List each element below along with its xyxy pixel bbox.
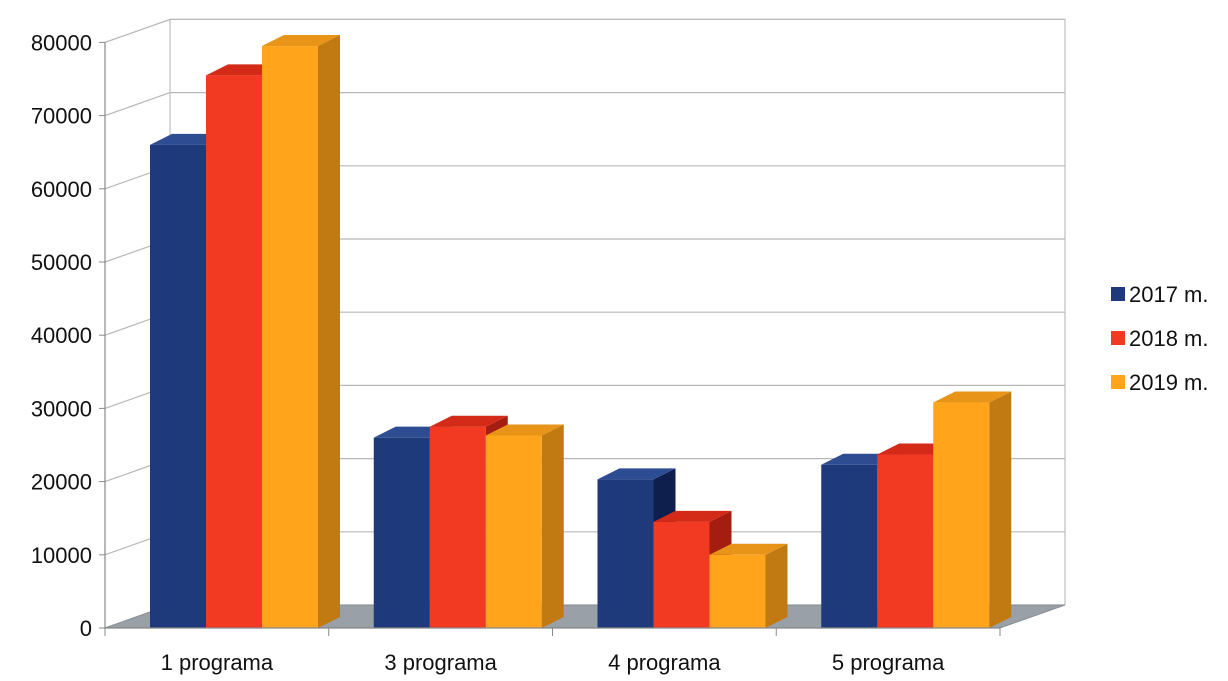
x-tick-label: 1 programa <box>161 650 274 675</box>
bar <box>709 554 766 628</box>
chart-bars <box>150 35 1012 629</box>
bar-side <box>765 543 788 628</box>
legend-swatch <box>1111 375 1125 389</box>
bar <box>262 46 318 629</box>
bar <box>429 426 486 628</box>
y-tick-label: 60000 <box>31 177 92 202</box>
bar-group <box>597 468 788 628</box>
bar <box>206 75 262 629</box>
bar-top <box>933 391 1012 403</box>
gridline-side <box>104 92 171 117</box>
bar-top <box>597 468 676 480</box>
bar-top <box>262 35 340 47</box>
y-tick-label: 80000 <box>31 30 92 55</box>
y-tick-label: 0 <box>80 616 92 641</box>
bar <box>150 144 206 628</box>
legend-swatch <box>1111 331 1125 345</box>
bar <box>933 402 990 628</box>
legend-label: 2019 m. <box>1129 370 1209 395</box>
bar-group <box>373 415 564 628</box>
y-tick-label: 50000 <box>31 250 92 275</box>
bar-top <box>653 510 732 522</box>
bar-group <box>821 391 1012 628</box>
bar-side <box>989 391 1012 628</box>
bar <box>597 479 654 628</box>
bar <box>373 437 430 628</box>
bar-top <box>429 415 508 427</box>
bar-side <box>541 424 564 628</box>
chart-axes: 0 10000 20000 30000 40000 50000 60000 70000 8000… <box>31 30 1001 675</box>
y-tick-label: 30000 <box>31 396 92 421</box>
y-tick-label: 70000 <box>31 104 92 129</box>
legend-label: 2018 m. <box>1129 326 1209 351</box>
x-tick-label: 5 programa <box>832 650 945 675</box>
bar-top <box>709 543 788 555</box>
gridline-side <box>104 18 171 43</box>
bar-top <box>485 424 564 436</box>
bar-side <box>318 35 340 629</box>
y-tick-label: 20000 <box>31 470 92 495</box>
bar <box>485 435 542 628</box>
bar <box>821 464 878 628</box>
bar <box>653 521 710 628</box>
x-tick-label: 4 programa <box>608 650 721 675</box>
bar-group <box>150 35 340 629</box>
chart-legend: 2017 m. 2018 m. 2019 m. <box>1111 282 1209 395</box>
legend-swatch <box>1111 287 1125 301</box>
x-tick-label: 3 programa <box>384 650 497 675</box>
y-tick-label: 10000 <box>31 543 92 568</box>
y-tick-label: 40000 <box>31 323 92 348</box>
bar <box>877 454 934 628</box>
legend-label: 2017 m. <box>1129 282 1209 307</box>
